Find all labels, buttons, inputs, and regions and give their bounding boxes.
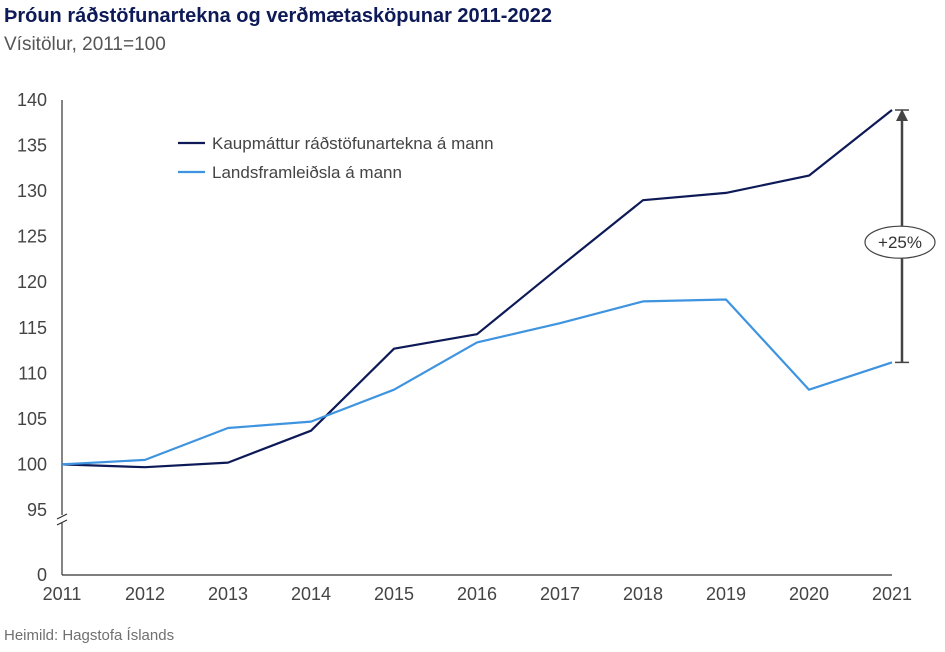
annotation-ellipse [864,225,936,259]
y-tick-label: 110 [18,363,47,383]
y-tick-label: 120 [17,272,47,292]
y-tick-label: 100 [17,454,47,474]
y-tick-label: 130 [17,181,47,201]
x-tick-label: 2017 [540,584,580,604]
x-tick-label: 2019 [706,584,746,604]
series-line-1 [61,109,893,469]
y-tick-label: 125 [17,227,47,247]
axis-break-mark [56,519,68,526]
y-tick-label: 135 [17,136,47,156]
x-tick-label: 2016 [457,584,497,604]
annotation-label: +25% [878,233,922,252]
y-tick-label: 0 [37,565,47,585]
legend-label: Landsframleiðsla á mann [212,163,402,182]
x-tick-label: 2011 [43,584,82,604]
x-tick-label: 2015 [374,584,414,604]
x-tick-label: 2020 [789,584,829,604]
legend-label: Kaupmáttur ráðstöfunartekna á mann [212,134,494,153]
chart-subtitle: Vísitölur, 2011=100 [4,34,166,55]
x-tick-label: 2012 [125,584,165,604]
chart-title: Þróun ráðstöfunartekna og verðmætasköpun… [4,5,552,27]
y-tick-label: 105 [17,409,47,429]
x-tick-label: 2013 [208,584,248,604]
series-line-2 [61,298,893,466]
annotation-arrow-head [896,109,908,122]
source-note: Heimild: Hagstofa Íslands [4,627,175,644]
y-tick-label: 115 [18,318,47,338]
y-tick-label: 95 [27,500,47,520]
x-tick-label: 2018 [623,584,663,604]
axis-break-mark [56,513,68,520]
x-tick-label: 2021 [872,584,912,604]
x-tick-label: 2014 [291,584,331,604]
y-tick-label: 140 [17,90,47,110]
